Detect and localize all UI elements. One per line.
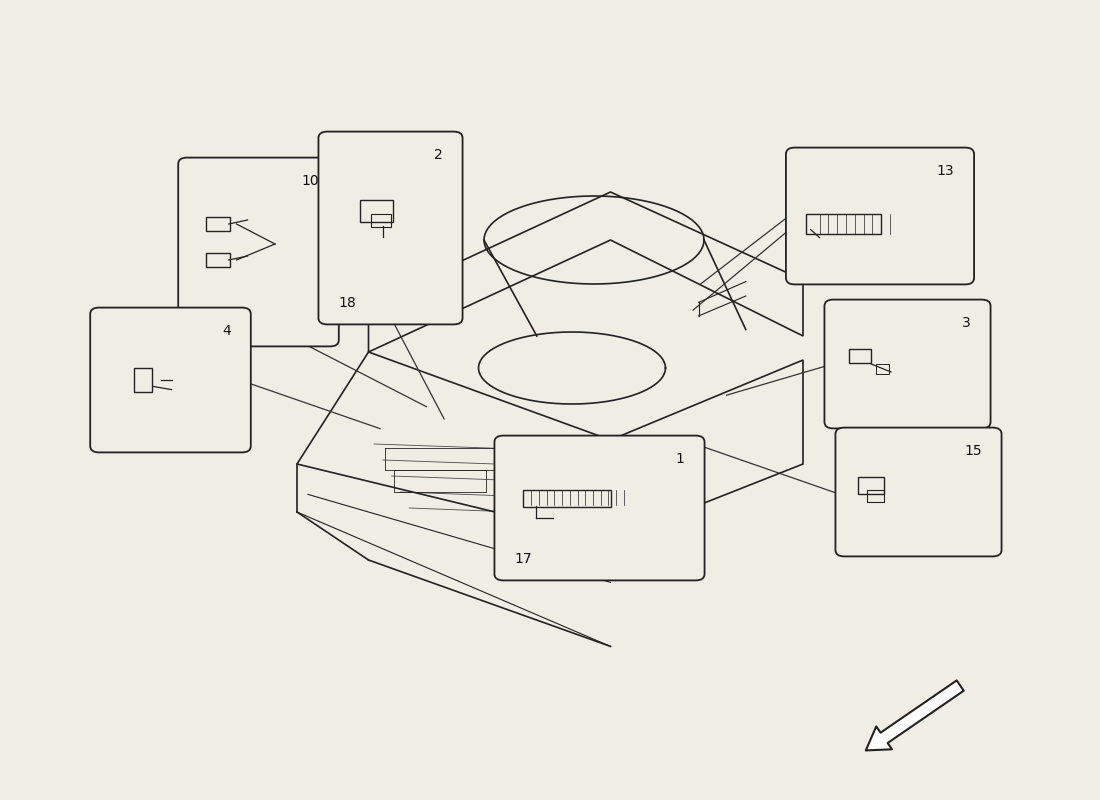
- Text: 2: 2: [434, 147, 442, 162]
- FancyBboxPatch shape: [836, 427, 1001, 557]
- Text: 1: 1: [675, 451, 684, 466]
- FancyBboxPatch shape: [825, 300, 990, 429]
- Text: 17: 17: [515, 552, 532, 566]
- Text: 13: 13: [936, 164, 955, 178]
- FancyBboxPatch shape: [495, 435, 705, 581]
- Text: 18: 18: [339, 296, 356, 310]
- FancyBboxPatch shape: [785, 148, 975, 284]
- FancyBboxPatch shape: [319, 131, 462, 325]
- Text: 3: 3: [962, 315, 970, 330]
- Text: 4: 4: [222, 323, 231, 338]
- FancyBboxPatch shape: [90, 308, 251, 452]
- Text: 15: 15: [964, 443, 981, 458]
- FancyArrowPatch shape: [866, 681, 964, 750]
- Text: 10: 10: [301, 174, 319, 188]
- FancyBboxPatch shape: [178, 158, 339, 346]
